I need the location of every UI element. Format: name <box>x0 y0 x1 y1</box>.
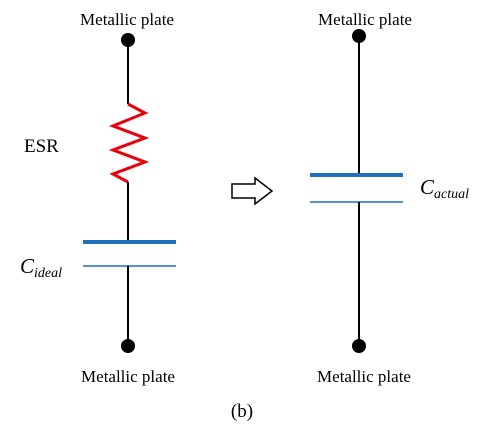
figure-caption: (b) <box>231 401 253 422</box>
ideal-capacitor-label: Cideal <box>20 254 62 281</box>
left-top-plate-label: Metallic plate <box>80 10 174 29</box>
esr-label: ESR <box>24 136 59 157</box>
ideal-capacitor-symbol: C <box>20 254 35 278</box>
actual-capacitor-subscript: actual <box>434 187 469 202</box>
right-bottom-terminal <box>352 339 366 353</box>
right-top-plate-label: Metallic plate <box>318 10 412 29</box>
right-circuit: Metallic plate Cactual Metallic plate <box>310 10 469 386</box>
actual-capacitor-symbol: C <box>420 175 435 199</box>
ideal-capacitor-subscript: ideal <box>34 266 62 281</box>
esr-resistor <box>108 102 150 184</box>
right-bottom-plate-label: Metallic plate <box>317 367 411 386</box>
left-bottom-terminal <box>121 339 135 353</box>
actual-capacitor-label: Cactual <box>420 175 469 202</box>
left-circuit: Metallic plate ESR Cideal Metallic plate <box>20 10 176 386</box>
hollow-right-arrow-icon <box>231 176 274 206</box>
left-bottom-plate-label: Metallic plate <box>81 367 175 386</box>
